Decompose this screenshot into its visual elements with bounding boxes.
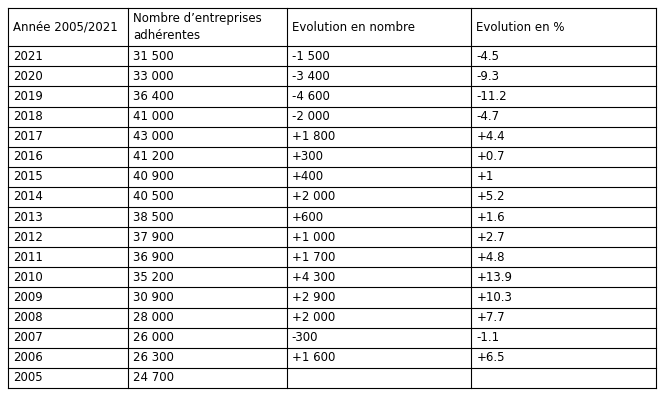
Text: +4.4: +4.4 (476, 130, 505, 143)
Text: 26 300: 26 300 (133, 351, 174, 364)
Text: Evolution en %: Evolution en % (476, 21, 565, 34)
Text: Evolution en nombre: Evolution en nombre (291, 21, 414, 34)
Text: +0.7: +0.7 (476, 150, 505, 163)
Text: +1 700: +1 700 (291, 251, 335, 264)
Text: 41 200: 41 200 (133, 150, 174, 163)
Text: +2 000: +2 000 (291, 190, 335, 204)
Text: 26 000: 26 000 (133, 331, 174, 344)
Text: +4.8: +4.8 (476, 251, 505, 264)
Text: 2012: 2012 (13, 231, 43, 244)
Text: +1 800: +1 800 (291, 130, 335, 143)
Text: 33 000: 33 000 (133, 70, 173, 83)
Text: -4.5: -4.5 (476, 50, 499, 63)
Text: 2021: 2021 (13, 50, 43, 63)
Text: +4 300: +4 300 (291, 271, 335, 284)
Text: -2 000: -2 000 (291, 110, 329, 123)
Text: 2018: 2018 (13, 110, 42, 123)
Text: +10.3: +10.3 (476, 291, 512, 304)
Text: +1 600: +1 600 (291, 351, 335, 364)
Text: -1 500: -1 500 (291, 50, 329, 63)
Text: -4.7: -4.7 (476, 110, 499, 123)
Text: 2007: 2007 (13, 331, 42, 344)
Text: 28 000: 28 000 (133, 311, 173, 324)
Text: -1.1: -1.1 (476, 331, 499, 344)
Text: 2020: 2020 (13, 70, 42, 83)
Text: 30 900: 30 900 (133, 291, 173, 304)
Text: 2006: 2006 (13, 351, 42, 364)
Text: -3 400: -3 400 (291, 70, 329, 83)
Text: -11.2: -11.2 (476, 90, 507, 103)
Text: +600: +600 (291, 211, 324, 224)
Text: +6.5: +6.5 (476, 351, 505, 364)
Text: 40 900: 40 900 (133, 170, 174, 183)
Text: 2005: 2005 (13, 371, 42, 385)
Text: 36 900: 36 900 (133, 251, 174, 264)
Text: Année 2005/2021: Année 2005/2021 (13, 21, 118, 34)
Text: Nombre d’entreprises
adhérentes: Nombre d’entreprises adhérentes (133, 12, 262, 42)
Text: 40 500: 40 500 (133, 190, 173, 204)
Text: 2013: 2013 (13, 211, 42, 224)
Text: +2 000: +2 000 (291, 311, 335, 324)
Text: +1.6: +1.6 (476, 211, 505, 224)
Text: 24 700: 24 700 (133, 371, 174, 385)
Text: 2011: 2011 (13, 251, 43, 264)
Text: 2008: 2008 (13, 311, 42, 324)
Text: 2016: 2016 (13, 150, 43, 163)
Text: 2015: 2015 (13, 170, 42, 183)
Text: +300: +300 (291, 150, 323, 163)
Text: 41 000: 41 000 (133, 110, 174, 123)
Text: -300: -300 (291, 331, 318, 344)
Text: 36 400: 36 400 (133, 90, 174, 103)
Text: 2009: 2009 (13, 291, 42, 304)
Text: 43 000: 43 000 (133, 130, 173, 143)
Text: -9.3: -9.3 (476, 70, 499, 83)
Text: +1: +1 (476, 170, 494, 183)
Text: 35 200: 35 200 (133, 271, 173, 284)
Text: 2019: 2019 (13, 90, 43, 103)
Text: +13.9: +13.9 (476, 271, 513, 284)
Text: 2017: 2017 (13, 130, 43, 143)
Text: +2.7: +2.7 (476, 231, 505, 244)
Text: 31 500: 31 500 (133, 50, 173, 63)
Text: +5.2: +5.2 (476, 190, 505, 204)
Text: +2 900: +2 900 (291, 291, 335, 304)
Text: 2010: 2010 (13, 271, 42, 284)
Text: 2014: 2014 (13, 190, 43, 204)
Text: +7.7: +7.7 (476, 311, 505, 324)
Text: -4 600: -4 600 (291, 90, 329, 103)
Text: +400: +400 (291, 170, 324, 183)
Text: 37 900: 37 900 (133, 231, 174, 244)
Text: +1 000: +1 000 (291, 231, 335, 244)
Text: 38 500: 38 500 (133, 211, 173, 224)
